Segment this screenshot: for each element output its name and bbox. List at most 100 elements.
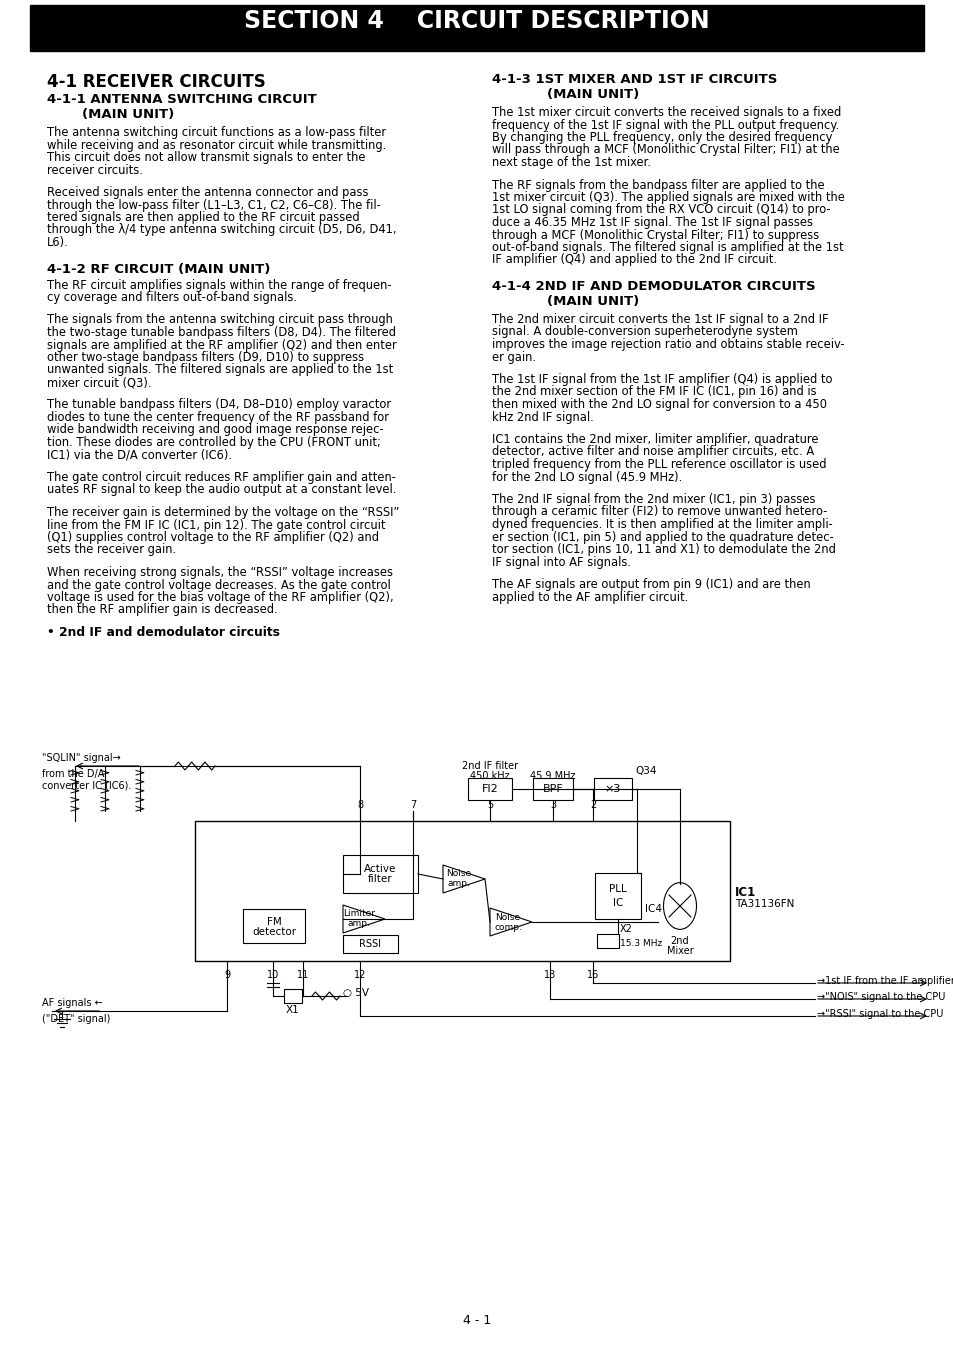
Bar bbox=[468, 778, 512, 800]
Text: Noise: Noise bbox=[495, 912, 520, 921]
Text: then mixed with the 2nd LO signal for conversion to a 450: then mixed with the 2nd LO signal for co… bbox=[492, 399, 826, 411]
Text: The signals from the antenna switching circuit pass through: The signals from the antenna switching c… bbox=[47, 313, 393, 327]
Text: AF signals ←: AF signals ← bbox=[42, 998, 103, 1008]
Text: dyned frequencies. It is then amplified at the limiter ampli-: dyned frequencies. It is then amplified … bbox=[492, 517, 832, 531]
Bar bbox=[533, 778, 573, 800]
Text: 5: 5 bbox=[486, 800, 493, 811]
Text: This circuit does not allow transmit signals to enter the: This circuit does not allow transmit sig… bbox=[47, 151, 365, 163]
Text: IF signal into AF signals.: IF signal into AF signals. bbox=[492, 555, 630, 569]
Text: converter IC (IC6).: converter IC (IC6). bbox=[42, 781, 132, 790]
Text: 15.3 MHz: 15.3 MHz bbox=[619, 939, 661, 947]
Bar bbox=[597, 934, 618, 948]
Text: 10: 10 bbox=[267, 970, 279, 979]
Text: 2nd IF filter: 2nd IF filter bbox=[461, 761, 517, 771]
Bar bbox=[30, 5, 923, 51]
Text: detector, active filter and noise amplifier circuits, etc. A: detector, active filter and noise amplif… bbox=[492, 446, 814, 458]
Text: through a ceramic filter (FI2) to remove unwanted hetero-: through a ceramic filter (FI2) to remove… bbox=[492, 505, 826, 519]
Text: 45.9 MHz: 45.9 MHz bbox=[530, 771, 576, 781]
Text: mixer circuit (Q3).: mixer circuit (Q3). bbox=[47, 376, 152, 389]
Text: 2: 2 bbox=[589, 800, 596, 811]
Bar bbox=[343, 855, 417, 893]
Text: 4-1 RECEIVER CIRCUITS: 4-1 RECEIVER CIRCUITS bbox=[47, 73, 266, 91]
Text: Noise: Noise bbox=[446, 870, 471, 878]
Text: 9: 9 bbox=[224, 970, 230, 979]
Bar bbox=[594, 778, 631, 800]
Text: signals are amplified at the RF amplifier (Q2) and then enter: signals are amplified at the RF amplifie… bbox=[47, 339, 396, 351]
Text: er section (IC1, pin 5) and applied to the quadrature detec-: er section (IC1, pin 5) and applied to t… bbox=[492, 531, 833, 543]
Text: FM: FM bbox=[266, 917, 281, 927]
Text: 8: 8 bbox=[356, 800, 363, 811]
Text: 4-1-1 ANTENNA SWITCHING CIRCUIT: 4-1-1 ANTENNA SWITCHING CIRCUIT bbox=[47, 93, 316, 105]
Text: (MAIN UNIT): (MAIN UNIT) bbox=[546, 88, 639, 101]
Text: comp.: comp. bbox=[494, 923, 521, 931]
Text: The gate control circuit reduces RF amplifier gain and atten-: The gate control circuit reduces RF ampl… bbox=[47, 471, 395, 484]
Text: IC1: IC1 bbox=[734, 886, 756, 898]
Text: IC1) via the D/A converter (IC6).: IC1) via the D/A converter (IC6). bbox=[47, 449, 232, 462]
Text: TA31136FN: TA31136FN bbox=[734, 898, 794, 909]
Text: The 1st mixer circuit converts the received signals to a fixed: The 1st mixer circuit converts the recei… bbox=[492, 105, 841, 119]
Text: diodes to tune the center frequency of the RF passband for: diodes to tune the center frequency of t… bbox=[47, 411, 389, 424]
Text: RSSI: RSSI bbox=[359, 939, 381, 948]
Text: 13: 13 bbox=[543, 970, 556, 979]
Text: through the λ/4 type antenna switching circuit (D5, D6, D41,: through the λ/4 type antenna switching c… bbox=[47, 223, 396, 236]
Text: ×3: ×3 bbox=[604, 784, 620, 794]
Text: 4-1-4 2ND IF AND DEMODULATOR CIRCUITS: 4-1-4 2ND IF AND DEMODULATOR CIRCUITS bbox=[492, 280, 815, 293]
Text: Mixer: Mixer bbox=[666, 946, 693, 957]
Text: Received signals enter the antenna connector and pass: Received signals enter the antenna conne… bbox=[47, 186, 368, 199]
Text: the two-stage tunable bandpass filters (D8, D4). The filtered: the two-stage tunable bandpass filters (… bbox=[47, 326, 395, 339]
Text: detector: detector bbox=[252, 927, 295, 938]
Text: →1st IF from the IF amplifier (Q4): →1st IF from the IF amplifier (Q4) bbox=[816, 975, 953, 986]
Text: through the low-pass filter (L1–L3, C1, C2, C6–C8). The fil-: through the low-pass filter (L1–L3, C1, … bbox=[47, 199, 380, 212]
Text: 1st LO signal coming from the RX VCO circuit (Q14) to pro-: 1st LO signal coming from the RX VCO cir… bbox=[492, 204, 830, 216]
Text: The antenna switching circuit functions as a low-pass filter: The antenna switching circuit functions … bbox=[47, 126, 386, 139]
Text: X1: X1 bbox=[286, 1005, 299, 1015]
Text: The RF signals from the bandpass filter are applied to the: The RF signals from the bandpass filter … bbox=[492, 178, 823, 192]
Text: line from the FM IF IC (IC1, pin 12). The gate control circuit: line from the FM IF IC (IC1, pin 12). Th… bbox=[47, 519, 385, 531]
Bar bbox=[343, 935, 397, 952]
Text: The 2nd mixer circuit converts the 1st IF signal to a 2nd IF: The 2nd mixer circuit converts the 1st I… bbox=[492, 313, 828, 326]
Text: The RF circuit amplifies signals within the range of frequen-: The RF circuit amplifies signals within … bbox=[47, 278, 391, 292]
Text: improves the image rejection ratio and obtains stable receiv-: improves the image rejection ratio and o… bbox=[492, 338, 843, 351]
Bar bbox=[194, 821, 729, 961]
Text: 7: 7 bbox=[410, 800, 416, 811]
Text: signal. A double-conversion superheterodyne system: signal. A double-conversion superheterod… bbox=[492, 326, 797, 339]
Text: tripled frequency from the PLL reference oscillator is used: tripled frequency from the PLL reference… bbox=[492, 458, 825, 471]
Text: →"RSSI" signal to the CPU: →"RSSI" signal to the CPU bbox=[816, 1009, 943, 1019]
Bar bbox=[243, 909, 305, 943]
Text: (Q1) supplies control voltage to the RF amplifier (Q2) and: (Q1) supplies control voltage to the RF … bbox=[47, 531, 378, 544]
Text: PLL: PLL bbox=[608, 884, 626, 894]
Text: ("DET" signal): ("DET" signal) bbox=[42, 1015, 111, 1024]
Text: Active: Active bbox=[364, 865, 396, 874]
Text: (MAIN UNIT): (MAIN UNIT) bbox=[546, 295, 639, 308]
Text: ○ 5V: ○ 5V bbox=[343, 988, 369, 998]
Bar bbox=[595, 873, 640, 919]
Text: unwanted signals. The filtered signals are applied to the 1st: unwanted signals. The filtered signals a… bbox=[47, 363, 393, 377]
Text: The 1st IF signal from the 1st IF amplifier (Q4) is applied to: The 1st IF signal from the 1st IF amplif… bbox=[492, 373, 832, 386]
Text: 450 kHz: 450 kHz bbox=[470, 771, 509, 781]
Text: The receiver gain is determined by the voltage on the “RSSI”: The receiver gain is determined by the v… bbox=[47, 507, 399, 519]
Text: The tunable bandpass filters (D4, D8–D10) employ varactor: The tunable bandpass filters (D4, D8–D10… bbox=[47, 399, 391, 412]
Text: 16: 16 bbox=[586, 970, 598, 979]
Text: duce a 46.35 MHz 1st IF signal. The 1st IF signal passes: duce a 46.35 MHz 1st IF signal. The 1st … bbox=[492, 216, 812, 230]
Text: IC: IC bbox=[612, 898, 622, 908]
Text: X2: X2 bbox=[619, 924, 632, 934]
Text: L6).: L6). bbox=[47, 236, 69, 249]
Text: other two-stage bandpass filters (D9, D10) to suppress: other two-stage bandpass filters (D9, D1… bbox=[47, 351, 364, 363]
Text: The 2nd IF signal from the 2nd mixer (IC1, pin 3) passes: The 2nd IF signal from the 2nd mixer (IC… bbox=[492, 493, 815, 507]
Text: tor section (IC1, pins 10, 11 and X1) to demodulate the 2nd: tor section (IC1, pins 10, 11 and X1) to… bbox=[492, 543, 835, 557]
Text: FI2: FI2 bbox=[481, 784, 497, 794]
Text: 2nd: 2nd bbox=[670, 936, 689, 946]
Text: 4 - 1: 4 - 1 bbox=[462, 1315, 491, 1328]
Text: from the D/A: from the D/A bbox=[42, 769, 104, 780]
Text: cy coverage and filters out-of-band signals.: cy coverage and filters out-of-band sign… bbox=[47, 290, 296, 304]
Text: 12: 12 bbox=[354, 970, 366, 979]
Text: receiver circuits.: receiver circuits. bbox=[47, 163, 143, 177]
Text: IC4: IC4 bbox=[644, 904, 661, 915]
Text: er gain.: er gain. bbox=[492, 350, 536, 363]
Text: 4-1-2 RF CIRCUIT (MAIN UNIT): 4-1-2 RF CIRCUIT (MAIN UNIT) bbox=[47, 262, 270, 276]
Text: frequency of the 1st IF signal with the PLL output frequency.: frequency of the 1st IF signal with the … bbox=[492, 119, 839, 131]
Text: the 2nd mixer section of the FM IF IC (IC1, pin 16) and is: the 2nd mixer section of the FM IF IC (I… bbox=[492, 385, 816, 399]
Text: 4-1-3 1ST MIXER AND 1ST IF CIRCUITS: 4-1-3 1ST MIXER AND 1ST IF CIRCUITS bbox=[492, 73, 777, 86]
Text: sets the receiver gain.: sets the receiver gain. bbox=[47, 543, 176, 557]
Text: next stage of the 1st mixer.: next stage of the 1st mixer. bbox=[492, 155, 650, 169]
